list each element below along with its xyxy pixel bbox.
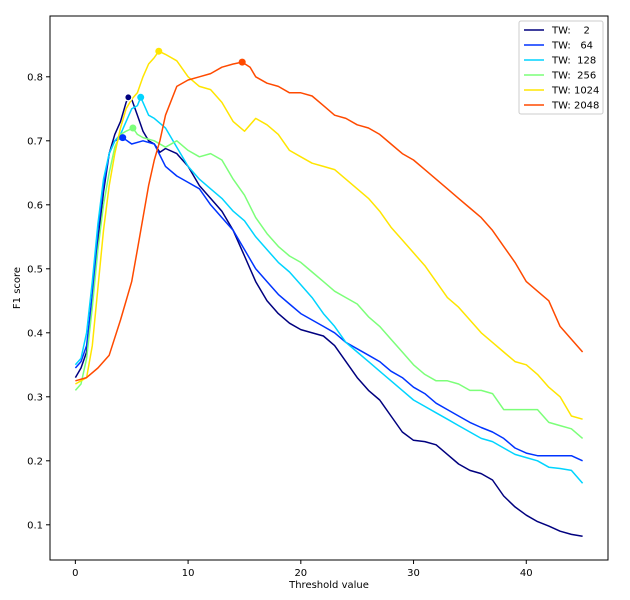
peak-marker-5 bbox=[238, 58, 246, 66]
y-axis-label: F1 score bbox=[12, 267, 23, 309]
y-tick-label: 0.2 bbox=[27, 456, 43, 467]
y-tick-label: 0.1 bbox=[27, 520, 43, 531]
legend-label-2: TW: 128 bbox=[551, 56, 596, 67]
series-line-3 bbox=[74, 127, 584, 439]
y-tick-label: 0.5 bbox=[27, 264, 43, 275]
x-tick-label: 10 bbox=[182, 568, 195, 579]
x-tick-label: 20 bbox=[294, 568, 307, 579]
y-tick-label: 0.4 bbox=[27, 328, 43, 339]
x-axis-ticks: 0 10 20 30 40 bbox=[72, 560, 533, 579]
series-line-5 bbox=[75, 61, 584, 382]
x-tick-label: 0 bbox=[72, 568, 78, 579]
legend-label-0: TW: 2 bbox=[551, 26, 590, 37]
x-tick-label: 40 bbox=[520, 568, 533, 579]
peak-markers bbox=[119, 47, 246, 142]
plot-frame bbox=[49, 15, 609, 561]
y-tick-label: 0.3 bbox=[27, 392, 43, 403]
peak-marker-3 bbox=[129, 124, 137, 132]
legend-label-4: TW: 1024 bbox=[551, 86, 599, 97]
legend-label-1: TW: 64 bbox=[551, 41, 593, 52]
legend-label-3: TW: 256 bbox=[551, 71, 596, 82]
peak-marker-1 bbox=[119, 134, 127, 142]
y-axis-ticks: 0.1 0.2 0.3 0.4 0.5 0.6 0.7 0.8 bbox=[27, 72, 50, 531]
series-line-4 bbox=[75, 50, 583, 420]
y-tick-label: 0.6 bbox=[27, 200, 43, 211]
peak-marker-0 bbox=[124, 93, 133, 102]
series-line-2 bbox=[74, 96, 584, 484]
y-tick-label: 0.7 bbox=[27, 136, 43, 147]
legend: TW: 2 TW: 64 TW: 128 TW: 256 TW: 1024 TW: 204… bbox=[518, 20, 604, 115]
peak-marker-2 bbox=[137, 93, 145, 101]
x-axis-label: Threshold value bbox=[288, 580, 369, 591]
peak-marker-4 bbox=[155, 47, 163, 55]
y-tick-label: 0.8 bbox=[27, 72, 43, 83]
legend-label-5: TW: 2048 bbox=[551, 101, 599, 112]
series-line-0 bbox=[74, 96, 583, 538]
plot-background bbox=[50, 16, 608, 560]
x-tick-label: 30 bbox=[407, 568, 420, 579]
